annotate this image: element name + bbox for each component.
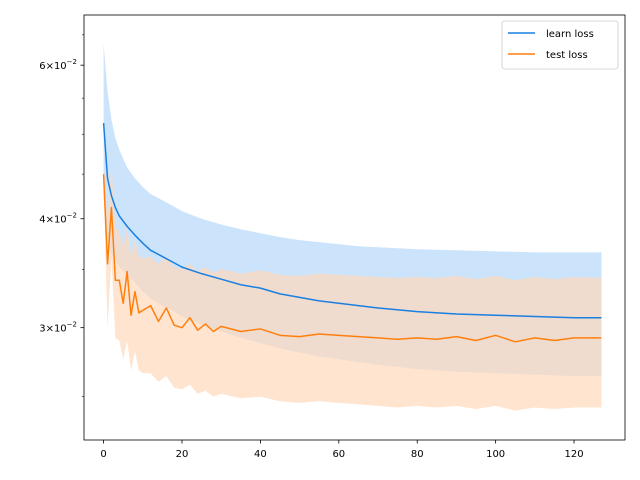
legend-label: learn loss <box>546 29 594 40</box>
series-lines <box>102 122 602 343</box>
legend: learn loss test loss <box>501 20 619 70</box>
y-tick-label: 3×10−2 <box>39 321 77 335</box>
confidence-bands <box>103 43 602 411</box>
x-tick-label: 0 <box>100 449 106 460</box>
x-tick-label: 120 <box>564 449 583 460</box>
legend-label: test loss <box>546 50 588 61</box>
line-learn-loss <box>102 122 602 319</box>
x-tick-label: 20 <box>176 449 189 460</box>
x-tick-label: 100 <box>486 449 505 460</box>
x-tick-label: 60 <box>332 449 345 460</box>
plot-frame <box>83 14 626 441</box>
y-tick-label: 6×10−2 <box>39 58 77 72</box>
line-test-loss <box>102 174 602 343</box>
x-tick-label: 40 <box>254 449 267 460</box>
band-test-loss <box>103 161 602 411</box>
x-tick-label: 80 <box>411 449 424 460</box>
axes: 0 20 40 60 80 100 120 3×10−2 4×10−2 6×10−2 <box>39 14 626 460</box>
y-tick-label: 4×10−2 <box>39 212 77 226</box>
